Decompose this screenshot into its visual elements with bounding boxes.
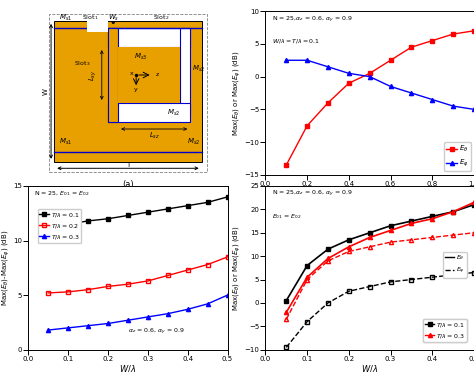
$E_\theta$ <box>388 58 393 62</box>
Legend: $E_\theta$, $E_\varphi$: $E_\theta$, $E_\varphi$ <box>444 142 471 171</box>
$T/\lambda = 0.3$ <box>85 323 91 328</box>
Line: $T/\lambda = 0.1$: $T/\lambda = 0.1$ <box>46 195 229 230</box>
$E_\theta$ <box>283 163 289 167</box>
$T/\lambda = 0.1$ <box>125 213 131 218</box>
X-axis label: $\alpha_A$: $\alpha_A$ <box>364 189 375 199</box>
$T/\lambda = 0.3$ <box>225 293 230 297</box>
$T/\lambda = 0.3$ <box>125 318 131 323</box>
$T/\lambda = 0.2$ <box>205 262 210 267</box>
$T/\lambda = 0.3$ <box>185 307 191 311</box>
$T/\lambda = 0.1$ <box>65 222 71 227</box>
$E_\varphi$ <box>450 104 456 108</box>
$T/\lambda = 0.2$ <box>185 268 191 272</box>
$T/\lambda = 0.3$ <box>105 321 111 326</box>
Polygon shape <box>87 21 109 32</box>
Text: $E_{01}$ = $E_{02}$: $E_{01}$ = $E_{02}$ <box>272 212 301 221</box>
Text: Slot$_3$: Slot$_3$ <box>74 59 91 68</box>
Text: $\alpha_z$ = 0.6, $\alpha_y$ = 0.9: $\alpha_z$ = 0.6, $\alpha_y$ = 0.9 <box>128 326 185 337</box>
Polygon shape <box>109 28 118 122</box>
$E_\varphi$ <box>304 58 310 62</box>
Text: N = 25,$\alpha_z$ = 0.6, $\alpha_y$ = 0.9: N = 25,$\alpha_z$ = 0.6, $\alpha_y$ = 0.… <box>272 189 353 199</box>
Text: $W_s$: $W_s$ <box>108 13 119 23</box>
Y-axis label: Max($E_\theta$)-Max($E_\varphi$) (dB): Max($E_\theta$)-Max($E_\varphi$) (dB) <box>0 230 12 306</box>
Y-axis label: Max($E_\theta$) or Max($E_\varphi$) (dB): Max($E_\theta$) or Max($E_\varphi$) (dB) <box>231 225 243 311</box>
$T/\lambda = 0.2$ <box>65 290 71 294</box>
Legend: $T/\lambda = 0.1$, $T/\lambda = 0.3$: $T/\lambda = 0.1$, $T/\lambda = 0.3$ <box>423 319 467 341</box>
Text: W: W <box>43 88 49 95</box>
Text: N = 25,$\alpha_z$ = 0.6, $\alpha_y$ = 0.9: N = 25,$\alpha_z$ = 0.6, $\alpha_y$ = 0.… <box>272 15 353 25</box>
$E_\theta$ <box>409 45 414 49</box>
$T/\lambda = 0.1$ <box>165 207 171 211</box>
Text: N = 25, $E_{01}$ = $E_{02}$: N = 25, $E_{01}$ = $E_{02}$ <box>35 189 90 198</box>
Text: $M_{s2}$: $M_{s2}$ <box>167 108 181 118</box>
$E_\theta$ <box>471 29 474 33</box>
$E_\theta$ <box>325 100 331 105</box>
$E_\varphi$ <box>367 74 373 79</box>
$T/\lambda = 0.1$ <box>46 225 51 230</box>
$T/\lambda = 0.2$ <box>165 273 171 278</box>
Text: (b): (b) <box>364 201 376 209</box>
$T/\lambda = 0.3$ <box>145 315 151 319</box>
Text: x: x <box>129 71 133 76</box>
Text: $W/\lambda = T/\lambda = 0.1$: $W/\lambda = T/\lambda = 0.1$ <box>272 37 320 45</box>
Text: y: y <box>134 87 138 92</box>
Text: $M_{s1}$: $M_{s1}$ <box>59 137 73 147</box>
$E_\theta$ <box>429 38 435 43</box>
Text: $L_{sy}$: $L_{sy}$ <box>88 69 100 81</box>
Polygon shape <box>55 21 201 162</box>
$E_\theta$ <box>367 71 373 76</box>
$T/\lambda = 0.1$ <box>85 219 91 223</box>
$E_\varphi$ <box>283 58 289 62</box>
$T/\lambda = 0.3$ <box>65 326 71 330</box>
Text: (a): (a) <box>122 180 134 189</box>
Text: $M_{s2}$: $M_{s2}$ <box>192 63 205 74</box>
Text: $M_{s1}$: $M_{s1}$ <box>59 13 73 23</box>
Text: T: T <box>126 162 130 168</box>
$T/\lambda = 0.2$ <box>145 279 151 283</box>
Polygon shape <box>109 28 190 47</box>
$T/\lambda = 0.3$ <box>165 311 171 316</box>
$T/\lambda = 0.2$ <box>85 288 91 292</box>
$T/\lambda = 0.3$ <box>205 302 210 306</box>
Polygon shape <box>181 28 190 113</box>
$T/\lambda = 0.2$ <box>105 284 111 289</box>
$E_\varphi$ <box>346 71 352 76</box>
$T/\lambda = 0.1$ <box>145 210 151 214</box>
X-axis label: $W / \lambda$: $W / \lambda$ <box>119 363 137 372</box>
Line: $E_\varphi$: $E_\varphi$ <box>284 58 474 112</box>
Line: $T/\lambda = 0.2$: $T/\lambda = 0.2$ <box>46 255 229 295</box>
Line: $T/\lambda = 0.3$: $T/\lambda = 0.3$ <box>46 293 229 332</box>
Text: Slot$_2$: Slot$_2$ <box>153 13 169 22</box>
Y-axis label: Max($E_\theta$) or Max($E_\varphi$) (dB): Max($E_\theta$) or Max($E_\varphi$) (dB) <box>231 50 243 136</box>
Legend: $T/\lambda = 0.1$, $T/\lambda = 0.2$, $T/\lambda = 0.3$: $T/\lambda = 0.1$, $T/\lambda = 0.2$, $T… <box>37 209 81 243</box>
Text: z: z <box>156 73 159 77</box>
Text: $L_{sz}$: $L_{sz}$ <box>149 131 160 141</box>
$T/\lambda = 0.1$ <box>205 200 210 205</box>
$T/\lambda = 0.1$ <box>105 217 111 221</box>
Line: $E_\theta$: $E_\theta$ <box>284 29 474 167</box>
$T/\lambda = 0.3$ <box>46 328 51 332</box>
$E_\varphi$ <box>409 91 414 95</box>
Polygon shape <box>109 103 190 122</box>
$T/\lambda = 0.2$ <box>125 282 131 286</box>
$T/\lambda = 0.1$ <box>225 195 230 199</box>
$E_\theta$ <box>346 81 352 86</box>
$T/\lambda = 0.2$ <box>46 291 51 295</box>
X-axis label: $W / \lambda$: $W / \lambda$ <box>361 363 378 372</box>
$E_\theta$ <box>450 32 456 36</box>
$E_\varphi$ <box>325 65 331 69</box>
$E_\varphi$ <box>388 84 393 89</box>
Text: $M_{s2}$: $M_{s2}$ <box>187 137 200 147</box>
Text: $M_{s3}$: $M_{s3}$ <box>135 52 148 62</box>
$T/\lambda = 0.1$ <box>185 203 191 208</box>
$T/\lambda = 0.2$ <box>225 255 230 259</box>
$E_\theta$ <box>304 124 310 128</box>
$E_\varphi$ <box>471 107 474 112</box>
Text: Slot$_1$: Slot$_1$ <box>82 13 99 22</box>
Polygon shape <box>118 47 181 103</box>
$E_\varphi$ <box>429 97 435 102</box>
